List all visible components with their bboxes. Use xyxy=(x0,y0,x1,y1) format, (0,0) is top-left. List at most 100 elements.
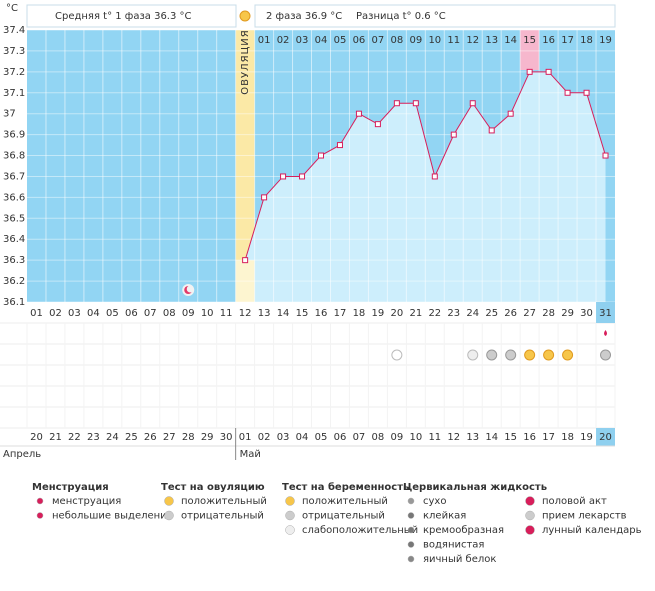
moon-icon-cut xyxy=(186,285,194,293)
legend-item: кремообразная xyxy=(423,525,504,536)
cycle-day: 17 xyxy=(334,308,347,319)
phase2-day: 02 xyxy=(277,35,290,46)
legend-icon xyxy=(407,497,415,505)
date: 08 xyxy=(372,432,385,443)
phase2-day: 12 xyxy=(466,35,479,46)
date: 20 xyxy=(599,432,612,443)
cycle-day: 08 xyxy=(163,308,176,319)
point xyxy=(336,142,343,149)
legend-item: лунный календарь xyxy=(542,525,642,536)
test-icon xyxy=(505,349,517,361)
legend-item: положительный xyxy=(181,496,267,507)
phase2-day: 11 xyxy=(447,35,460,46)
y-tick-label: 36.9 xyxy=(3,130,25,141)
y-tick-label: 37 xyxy=(3,109,16,120)
legend-icon xyxy=(36,497,44,505)
ovulation-label: ОВУЛЯЦИЯ xyxy=(240,29,251,95)
date: 24 xyxy=(106,432,119,443)
cycle-day: 20 xyxy=(391,308,404,319)
y-tick-label: 36.7 xyxy=(3,171,25,182)
cycle-day: 27 xyxy=(523,308,536,319)
legend-item: отрицательный xyxy=(181,511,264,522)
y-axis-label: °C xyxy=(6,3,18,14)
cycle-day: 07 xyxy=(144,308,157,319)
legend-item: сухо xyxy=(423,496,446,507)
ovulation-fill xyxy=(235,260,255,302)
cycle-day: 13 xyxy=(258,308,271,319)
phase2-day: 13 xyxy=(485,35,498,46)
y-tick-label: 37.1 xyxy=(3,88,25,99)
y-tick-label: 36.2 xyxy=(3,276,25,287)
phase2-day: 17 xyxy=(561,35,574,46)
test-icon xyxy=(486,349,498,361)
legend-icon xyxy=(525,496,535,506)
difference-text: Разница t° 0.6 °C xyxy=(356,11,446,22)
test-icon xyxy=(524,349,536,361)
legend-item: небольшие выделения xyxy=(52,511,173,522)
current-day-box xyxy=(596,302,615,323)
cycle-day: 03 xyxy=(68,308,81,319)
y-tick-label: 37.3 xyxy=(3,46,25,57)
date: 26 xyxy=(144,432,157,443)
date: 23 xyxy=(87,432,100,443)
phase2-text: 2 фаза 36.9 °C xyxy=(266,11,342,22)
test-icon xyxy=(543,349,555,361)
phase2-day: 08 xyxy=(391,35,404,46)
point xyxy=(318,152,324,159)
test-icon xyxy=(600,349,612,361)
highlight-column xyxy=(520,30,540,70)
point xyxy=(545,68,552,75)
point xyxy=(355,110,362,117)
date: 13 xyxy=(466,432,479,443)
phase2-day: 07 xyxy=(372,35,385,46)
point xyxy=(431,173,438,180)
cycle-day: 06 xyxy=(125,308,138,319)
phase1-text: Средняя t° 1 фаза 36.3 °C xyxy=(55,11,192,22)
date: 25 xyxy=(125,432,138,443)
cycle-day: 23 xyxy=(447,308,460,319)
y-tick-label: 36.1 xyxy=(3,297,25,308)
date: 12 xyxy=(447,432,460,443)
y-tick-label: 36.8 xyxy=(3,151,25,162)
point xyxy=(280,173,287,180)
date: 15 xyxy=(504,432,517,443)
date: 21 xyxy=(49,432,62,443)
phase2-day: 03 xyxy=(296,35,309,46)
legend-icon xyxy=(164,496,174,506)
point xyxy=(469,100,476,107)
cycle-day: 18 xyxy=(353,308,366,319)
cycle-day: 24 xyxy=(466,308,479,319)
date: 17 xyxy=(542,432,555,443)
legend-icon xyxy=(407,526,415,534)
phase2-day: 19 xyxy=(599,35,612,46)
date: 20 xyxy=(30,432,43,443)
date: 04 xyxy=(296,432,309,443)
cycle-day: 31 xyxy=(599,308,612,319)
legend-title: Тест на овуляцию xyxy=(161,482,265,493)
legend-title: Тест на беременность xyxy=(282,481,409,493)
date: 14 xyxy=(485,432,498,443)
legend-item: слабоположительный xyxy=(302,525,418,536)
date: 19 xyxy=(580,432,593,443)
date: 18 xyxy=(561,432,574,443)
legend-icon xyxy=(525,525,535,535)
legend-icon xyxy=(525,510,535,521)
test-icon xyxy=(391,349,403,361)
y-tick-label: 36.3 xyxy=(3,255,25,266)
point xyxy=(583,89,590,96)
date: 27 xyxy=(163,432,176,443)
legend-title: Менструация xyxy=(32,482,109,493)
test-icon xyxy=(467,349,479,361)
legend-item: яичный белок xyxy=(423,554,496,565)
point xyxy=(299,173,306,180)
phase2-box xyxy=(254,4,616,28)
legend-item: водянистая xyxy=(423,540,484,551)
cycle-day: 28 xyxy=(542,308,555,319)
date: 11 xyxy=(428,432,441,443)
phase2-day: 04 xyxy=(315,35,328,46)
legend-item: положительный xyxy=(302,496,388,507)
phase2-day: 05 xyxy=(334,35,347,46)
point xyxy=(374,121,381,128)
phase2-day: 16 xyxy=(542,35,555,46)
